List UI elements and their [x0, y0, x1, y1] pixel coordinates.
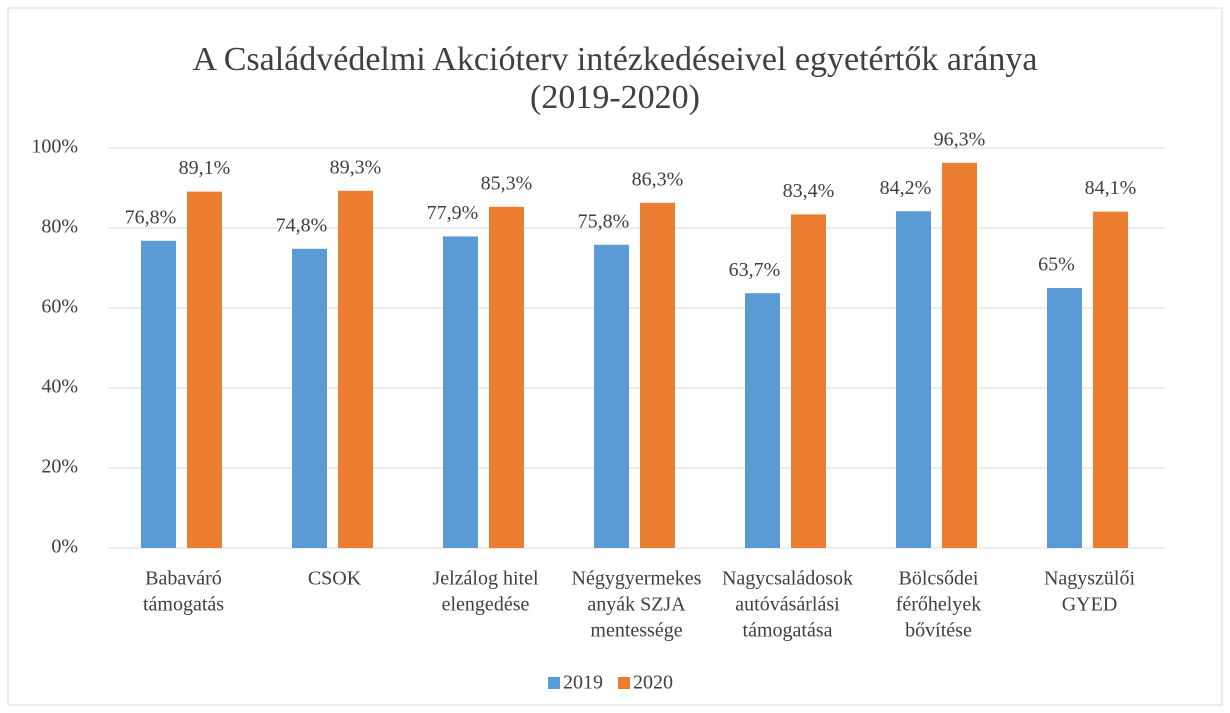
value-label: 83,4% — [783, 180, 835, 202]
bar — [1047, 288, 1082, 548]
x-tick-label: autóvásárlási — [735, 594, 840, 616]
bar — [791, 214, 826, 548]
bar — [1093, 211, 1128, 548]
x-tick-label: támogatása — [743, 620, 833, 642]
x-tick-label: bővítése — [905, 620, 972, 642]
x-tick-label: anyák SZJA — [587, 594, 686, 616]
bar — [489, 206, 524, 549]
value-label: 84,1% — [1085, 177, 1137, 199]
x-tick-label: mentessége — [590, 620, 682, 642]
value-label: 77,9% — [427, 202, 479, 224]
y-tick-label: 100% — [31, 136, 78, 158]
value-label: 75,8% — [578, 210, 630, 232]
x-tick-label: férőhelyek — [896, 594, 982, 616]
legend-label: 2019 — [563, 672, 603, 694]
value-label: 84,2% — [880, 177, 932, 199]
chart-title: (2019-2020) — [530, 79, 700, 116]
y-tick-label: 0% — [51, 536, 78, 558]
x-tick-label: GYED — [1062, 594, 1118, 616]
bar — [141, 240, 176, 549]
bar — [292, 248, 327, 549]
bar — [896, 211, 931, 548]
x-tick-label: CSOK — [308, 568, 362, 590]
value-label: 63,7% — [729, 259, 781, 281]
y-tick-label: 80% — [41, 216, 78, 238]
legend-swatch — [618, 677, 630, 689]
bar — [187, 191, 222, 548]
bar — [942, 162, 977, 549]
value-label: 89,1% — [179, 157, 231, 179]
value-label: 85,3% — [481, 172, 533, 194]
x-tick-label: Nagycsaládosok — [722, 568, 853, 590]
x-tick-label: Nagyszülői — [1044, 568, 1136, 590]
legend-label: 2020 — [633, 672, 673, 694]
bar — [443, 236, 478, 548]
x-tick-label: Négygyermekes — [572, 568, 702, 590]
bar — [594, 244, 629, 549]
legend-swatch — [548, 677, 560, 689]
x-tick-label: Bölcsődei — [899, 568, 979, 590]
bar — [745, 293, 780, 548]
x-tick-label: Babaváró — [145, 568, 222, 590]
y-tick-label: 60% — [41, 296, 78, 318]
x-tick-label: Jelzálog hitel — [432, 568, 539, 590]
y-tick-label: 20% — [41, 456, 78, 478]
value-label: 89,3% — [330, 156, 382, 178]
value-label: 96,3% — [934, 128, 986, 150]
bar — [640, 202, 675, 549]
value-label: 76,8% — [125, 206, 177, 228]
y-tick-label: 40% — [41, 376, 78, 398]
value-label: 74,8% — [276, 214, 328, 236]
x-tick-label: elengedése — [442, 594, 530, 616]
x-tick-label: támogatás — [143, 594, 224, 616]
chart-title: A Családvédelmi Akcióterv intézkedéseive… — [193, 41, 1038, 78]
value-label: 86,3% — [632, 168, 684, 190]
value-label: 65% — [1038, 254, 1075, 276]
bar — [338, 190, 373, 549]
